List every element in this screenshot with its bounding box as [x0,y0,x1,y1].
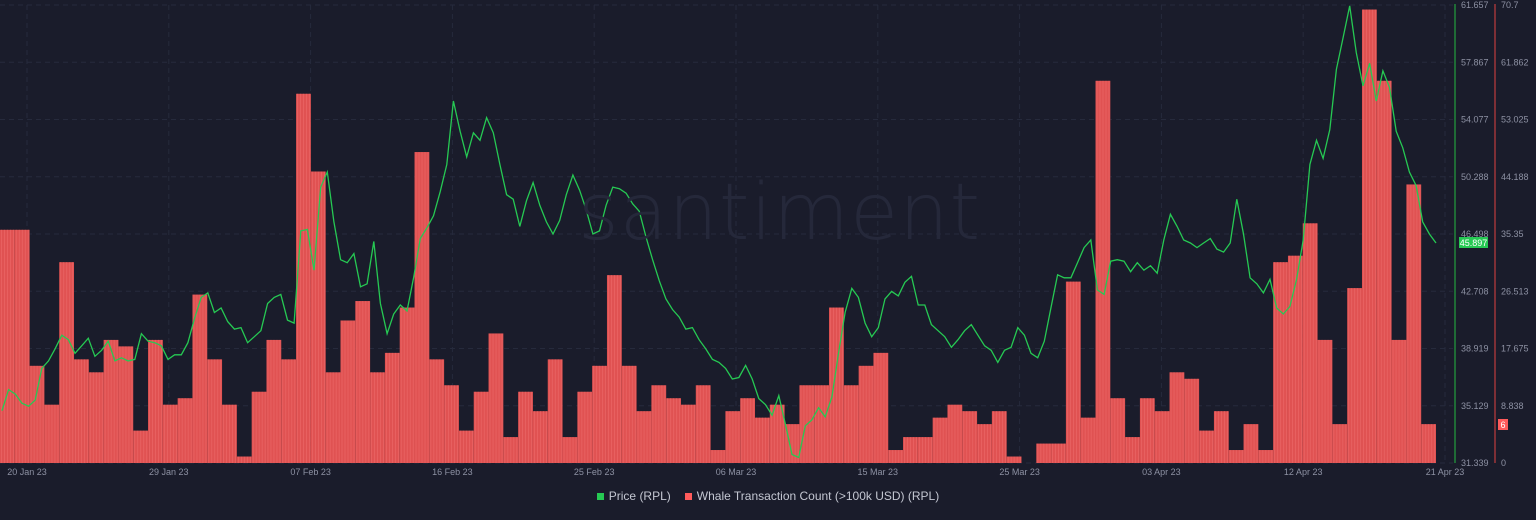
svg-text:70.7: 70.7 [1501,0,1519,10]
svg-text:07 Feb 23: 07 Feb 23 [290,467,331,477]
svg-text:03 Apr 23: 03 Apr 23 [1142,467,1181,477]
svg-text:06 Mar 23: 06 Mar 23 [716,467,757,477]
svg-text:26.513: 26.513 [1501,286,1529,296]
svg-text:35.129: 35.129 [1461,401,1489,411]
svg-text:46.498: 46.498 [1461,229,1489,239]
whale-axis-ticks: 70.7 61.862 53.025 44.188 35.35 26.513 17.675 8… [1501,0,1529,468]
svg-text:20 Jan 23: 20 Jan 23 [7,467,47,477]
price-line [1,5,1437,459]
legend-label-price: Price (RPL) [608,489,671,503]
svg-text:42.708: 42.708 [1461,286,1489,296]
price-axis-ticks: 61.657 57.867 54.077 50.288 46.498 42.708 38.9… [1461,0,1489,468]
current-price-badge: 45.897 [1459,237,1488,248]
current-whale-badge: 6 [1498,419,1508,430]
svg-text:54.077: 54.077 [1461,115,1489,125]
date-axis-ticks: 20 Jan 23 29 Jan 23 07 Feb 23 16 Feb 23 25 F… [7,467,1464,477]
svg-text:57.867: 57.867 [1461,57,1489,67]
legend-label-whale: Whale Transaction Count (>100k USD) (RPL… [696,489,940,503]
svg-text:25 Mar 23: 25 Mar 23 [999,467,1040,477]
svg-text:53.025: 53.025 [1501,115,1529,125]
red-square-icon [684,492,692,500]
svg-text:17.675: 17.675 [1501,344,1529,354]
svg-text:31.339: 31.339 [1461,458,1489,468]
svg-text:8.838: 8.838 [1501,401,1524,411]
green-square-icon [596,492,604,500]
whale-transaction-bars [0,9,1436,464]
svg-text:44.188: 44.188 [1501,172,1529,182]
svg-text:16 Feb 23: 16 Feb 23 [432,467,473,477]
legend-item-whale[interactable]: Whale Transaction Count (>100k USD) (RPL… [684,489,940,503]
chart-canvas[interactable]: 61.657 57.867 54.077 50.288 46.498 42.708 38.9… [0,0,1536,480]
chart-legend: Price (RPL) Whale Transaction Count (>10… [0,489,1536,503]
svg-text:29 Jan 23: 29 Jan 23 [149,467,189,477]
svg-text:61.862: 61.862 [1501,57,1529,67]
svg-text:6: 6 [1500,420,1505,430]
svg-text:35.35: 35.35 [1501,229,1524,239]
legend-item-price[interactable]: Price (RPL) [596,489,671,503]
svg-text:15 Mar 23: 15 Mar 23 [858,467,899,477]
svg-text:12 Apr 23: 12 Apr 23 [1284,467,1323,477]
svg-text:21 Apr 23: 21 Apr 23 [1426,467,1465,477]
svg-text:61.657: 61.657 [1461,0,1489,10]
svg-text:25 Feb 23: 25 Feb 23 [574,467,615,477]
svg-text:45.897: 45.897 [1460,238,1488,248]
svg-text:38.919: 38.919 [1461,344,1489,354]
svg-text:0: 0 [1501,458,1506,468]
svg-text:50.288: 50.288 [1461,172,1489,182]
